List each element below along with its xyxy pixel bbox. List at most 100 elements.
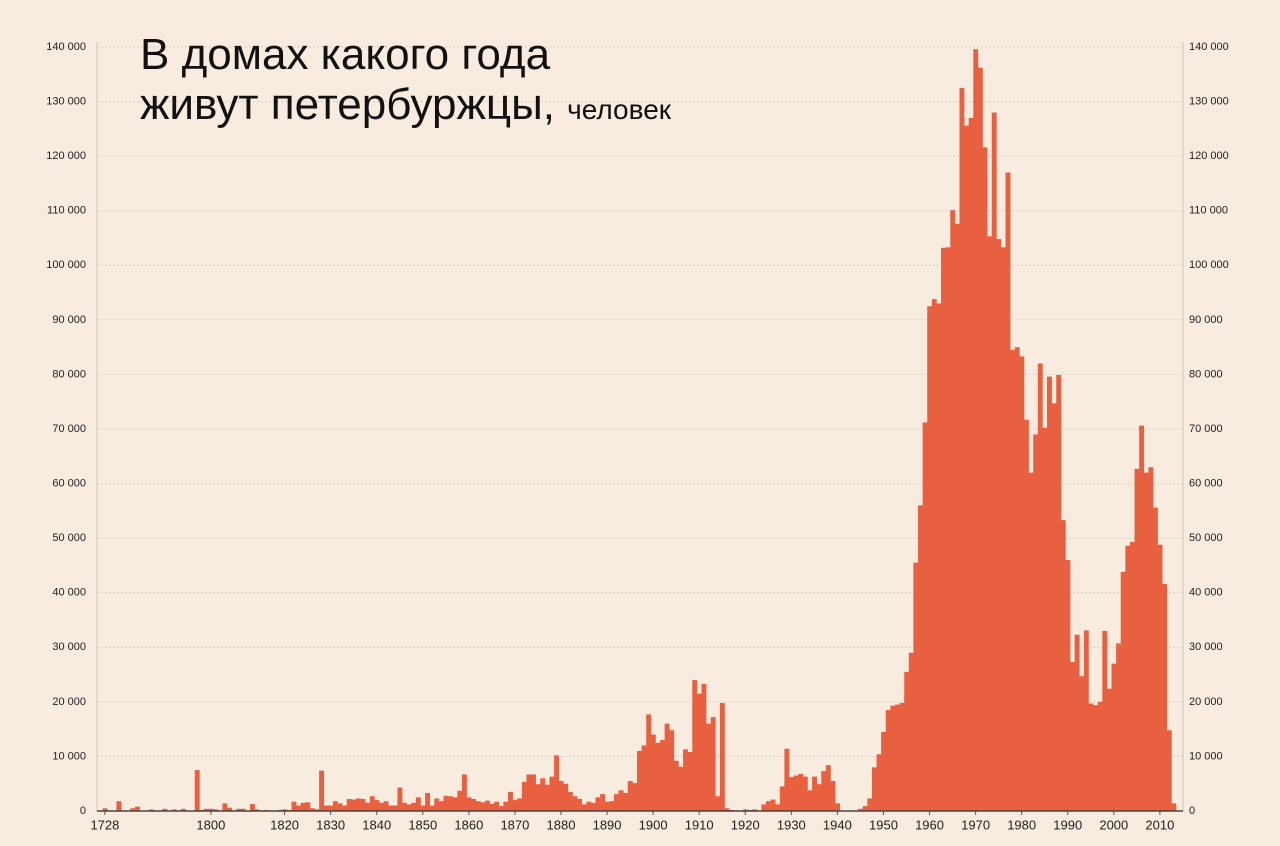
bar — [171, 809, 177, 811]
bar — [1166, 730, 1172, 811]
bar — [867, 798, 873, 811]
bar — [397, 787, 403, 811]
y-tick-label: 130 000 — [46, 95, 86, 107]
bar — [531, 774, 536, 811]
bar — [296, 805, 302, 811]
bar — [931, 299, 937, 811]
bar — [812, 776, 817, 811]
y2-tick-label: 130 000 — [1189, 95, 1229, 107]
bar — [987, 236, 993, 811]
y-tick-label: 70 000 — [52, 423, 86, 435]
bar — [696, 693, 702, 811]
bar — [660, 740, 665, 811]
bar — [494, 801, 500, 811]
bar — [613, 794, 619, 811]
bar — [291, 801, 297, 811]
bar — [959, 87, 965, 811]
y-tick-label: 50 000 — [52, 532, 86, 544]
bar — [761, 804, 767, 811]
y-tick-label: 20 000 — [52, 696, 86, 708]
x-tick-label: 1920 — [731, 817, 760, 832]
bar — [466, 797, 472, 811]
subtitle: человек — [567, 94, 672, 125]
bar — [162, 808, 168, 811]
y-tick-label: 80 000 — [52, 368, 86, 380]
bar — [544, 784, 550, 811]
bar — [752, 809, 758, 811]
bar — [554, 755, 559, 811]
bar — [692, 680, 698, 811]
bar — [365, 802, 371, 811]
y2-tick-label: 40 000 — [1189, 587, 1223, 599]
y2-tick-label: 110 000 — [1189, 205, 1228, 217]
bar — [1047, 376, 1052, 811]
bar — [484, 800, 490, 811]
bar — [1028, 472, 1034, 811]
bar — [535, 784, 541, 811]
bar — [950, 210, 956, 811]
bar — [1120, 571, 1126, 811]
x-tick-label: 2010 — [1145, 817, 1174, 832]
x-tick-label: 1990 — [1053, 817, 1082, 832]
bar — [742, 809, 748, 811]
bar — [964, 125, 969, 811]
y2-tick-label: 90 000 — [1189, 314, 1223, 326]
bar — [590, 802, 596, 811]
bar — [710, 717, 716, 811]
bar — [922, 422, 928, 811]
x-tick-label: 1890 — [593, 817, 622, 832]
bar — [577, 798, 583, 811]
chart-title-line-2: живут петербуржцы, человек — [140, 80, 671, 135]
bar — [415, 797, 421, 811]
bar — [936, 303, 942, 811]
y-tick-label: 100 000 — [46, 259, 86, 271]
y2-tick-label: 60 000 — [1189, 477, 1223, 489]
x-tick-label: 1900 — [639, 817, 668, 832]
bar — [789, 777, 794, 811]
bar — [623, 792, 629, 811]
bar — [862, 806, 868, 811]
bar — [858, 808, 864, 811]
bar — [724, 808, 730, 811]
bar — [632, 783, 638, 811]
bar — [360, 798, 366, 811]
bar — [379, 802, 384, 811]
y2-tick-label: 30 000 — [1189, 641, 1223, 653]
bar — [388, 805, 394, 811]
bar — [894, 704, 900, 811]
bar — [775, 804, 781, 811]
chart-title-line: живут петербуржцы, — [140, 80, 555, 129]
bar — [715, 796, 721, 811]
bar — [641, 745, 647, 811]
chart-title-line: В домах какого года — [140, 30, 551, 79]
bar — [586, 801, 592, 811]
bar — [203, 808, 209, 811]
bar — [1134, 468, 1140, 811]
y-tick-label: 30 000 — [52, 641, 86, 653]
y2-tick-label: 140 000 — [1189, 41, 1229, 53]
bar — [890, 705, 896, 811]
bar — [1005, 172, 1011, 811]
bar — [1083, 630, 1089, 811]
bar — [830, 780, 836, 811]
title-block: В домах какого года живут петербуржцы, ч… — [140, 30, 671, 135]
bar — [102, 808, 108, 811]
bar — [1097, 701, 1103, 811]
y2-tick-label: 50 000 — [1189, 532, 1223, 544]
y-tick-label: 0 — [80, 805, 86, 817]
bar — [835, 803, 841, 811]
bar — [1148, 467, 1154, 811]
bar — [637, 750, 642, 811]
bar — [1088, 703, 1094, 811]
bar — [1037, 363, 1043, 811]
bar — [443, 795, 449, 811]
bar — [475, 801, 481, 811]
bar — [549, 776, 555, 811]
bar — [793, 775, 799, 811]
bar — [650, 734, 656, 811]
x-tick-label: 1960 — [915, 817, 944, 832]
bar — [1060, 520, 1066, 811]
bar — [351, 799, 357, 811]
bar — [646, 714, 652, 811]
